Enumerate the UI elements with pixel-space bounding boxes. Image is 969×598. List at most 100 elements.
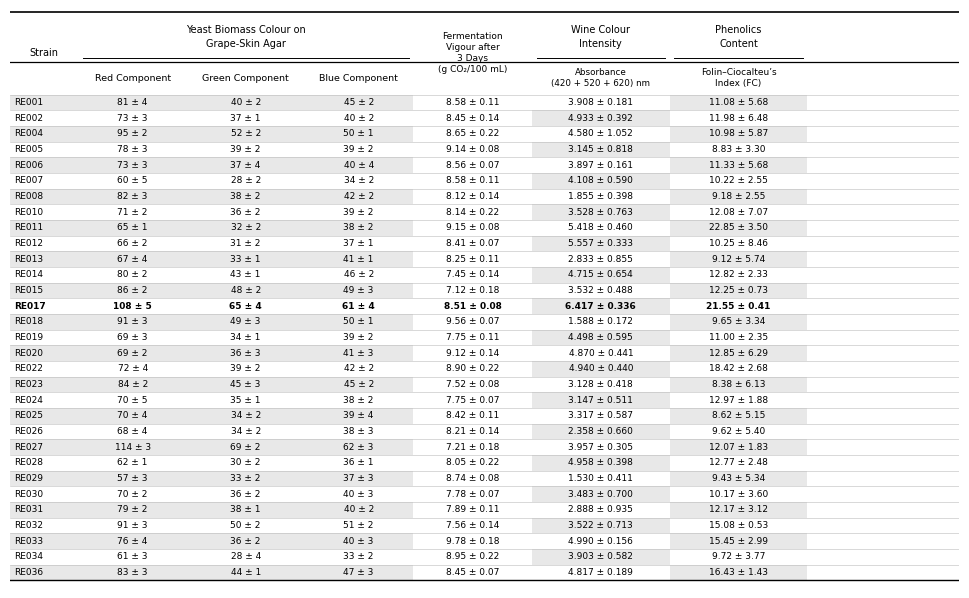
- Text: 40 ± 3: 40 ± 3: [343, 536, 374, 545]
- Text: 42 ± 2: 42 ± 2: [344, 192, 374, 201]
- Bar: [304, 486, 413, 502]
- Text: 4.940 ± 0.440: 4.940 ± 0.440: [569, 364, 633, 373]
- Bar: [670, 392, 807, 408]
- Text: 33 ± 2: 33 ± 2: [231, 474, 261, 483]
- Text: 82 ± 3: 82 ± 3: [117, 192, 148, 201]
- Text: 60 ± 5: 60 ± 5: [117, 176, 148, 185]
- Bar: [532, 142, 670, 157]
- Bar: [187, 173, 304, 188]
- Text: RE030: RE030: [15, 490, 44, 499]
- Text: 1.855 ± 0.398: 1.855 ± 0.398: [569, 192, 634, 201]
- Bar: [304, 518, 413, 533]
- Bar: [187, 533, 304, 549]
- Bar: [78, 345, 187, 361]
- Text: RE033: RE033: [15, 536, 44, 545]
- Text: 52 ± 2: 52 ± 2: [231, 129, 261, 138]
- Bar: [10, 549, 78, 565]
- Bar: [187, 94, 304, 110]
- Bar: [78, 267, 187, 283]
- Bar: [304, 440, 413, 455]
- Text: 47 ± 3: 47 ± 3: [343, 568, 374, 577]
- Bar: [10, 142, 78, 157]
- Bar: [187, 283, 304, 298]
- Text: 50 ± 1: 50 ± 1: [343, 129, 374, 138]
- Bar: [413, 549, 532, 565]
- Bar: [413, 205, 532, 220]
- Text: 41 ± 1: 41 ± 1: [343, 255, 374, 264]
- Bar: [187, 361, 304, 377]
- Text: 11.00 ± 2.35: 11.00 ± 2.35: [709, 333, 768, 342]
- Text: Folin–Ciocalteu’s
Index (FC): Folin–Ciocalteu’s Index (FC): [701, 68, 776, 89]
- Bar: [670, 455, 807, 471]
- Text: 42 ± 2: 42 ± 2: [344, 364, 374, 373]
- Bar: [187, 502, 304, 518]
- Bar: [304, 12, 413, 62]
- Bar: [187, 314, 304, 329]
- Text: 39 ± 4: 39 ± 4: [343, 411, 374, 420]
- Text: 8.42 ± 0.11: 8.42 ± 0.11: [446, 411, 499, 420]
- Text: 8.12 ± 0.14: 8.12 ± 0.14: [446, 192, 499, 201]
- Text: 2.358 ± 0.660: 2.358 ± 0.660: [569, 427, 634, 436]
- Bar: [78, 486, 187, 502]
- Text: 9.78 ± 0.18: 9.78 ± 0.18: [446, 536, 499, 545]
- Bar: [187, 423, 304, 440]
- Bar: [532, 392, 670, 408]
- Bar: [187, 236, 304, 251]
- Text: RE013: RE013: [15, 255, 44, 264]
- Bar: [78, 283, 187, 298]
- Text: 32 ± 2: 32 ± 2: [231, 223, 261, 232]
- Bar: [78, 408, 187, 423]
- Text: 8.51 ± 0.08: 8.51 ± 0.08: [444, 301, 502, 310]
- Bar: [413, 126, 532, 142]
- Text: 57 ± 3: 57 ± 3: [117, 474, 148, 483]
- Text: 38 ± 3: 38 ± 3: [343, 427, 374, 436]
- Text: 51 ± 2: 51 ± 2: [343, 521, 374, 530]
- Text: Strain: Strain: [29, 48, 58, 58]
- Text: 7.78 ± 0.07: 7.78 ± 0.07: [446, 490, 499, 499]
- Bar: [304, 236, 413, 251]
- Bar: [670, 188, 807, 205]
- Text: 44 ± 1: 44 ± 1: [231, 568, 261, 577]
- Bar: [304, 142, 413, 157]
- Bar: [532, 220, 670, 236]
- Bar: [413, 455, 532, 471]
- Text: 36 ± 3: 36 ± 3: [231, 349, 261, 358]
- Text: 12.97 ± 1.88: 12.97 ± 1.88: [709, 396, 768, 405]
- Bar: [670, 94, 807, 110]
- Bar: [670, 314, 807, 329]
- Bar: [304, 94, 413, 110]
- Bar: [413, 408, 532, 423]
- Text: 8.14 ± 0.22: 8.14 ± 0.22: [446, 208, 499, 216]
- Bar: [10, 267, 78, 283]
- Bar: [670, 62, 807, 94]
- Bar: [670, 110, 807, 126]
- Text: 28 ± 2: 28 ± 2: [231, 176, 261, 185]
- Bar: [78, 173, 187, 188]
- Text: RE031: RE031: [15, 505, 44, 514]
- Bar: [413, 423, 532, 440]
- Bar: [413, 251, 532, 267]
- Text: RE008: RE008: [15, 192, 44, 201]
- Text: 37 ± 1: 37 ± 1: [343, 239, 374, 248]
- Bar: [78, 440, 187, 455]
- Bar: [532, 502, 670, 518]
- Bar: [532, 455, 670, 471]
- Text: 61 ± 4: 61 ± 4: [342, 301, 375, 310]
- Bar: [670, 518, 807, 533]
- Bar: [187, 188, 304, 205]
- Text: 8.45 ± 0.07: 8.45 ± 0.07: [446, 568, 499, 577]
- Text: 40 ± 3: 40 ± 3: [343, 490, 374, 499]
- Bar: [304, 392, 413, 408]
- Bar: [670, 549, 807, 565]
- Text: 72 ± 4: 72 ± 4: [117, 364, 148, 373]
- Text: 62 ± 1: 62 ± 1: [117, 458, 148, 467]
- Bar: [78, 142, 187, 157]
- Text: 16.43 ± 1.43: 16.43 ± 1.43: [709, 568, 768, 577]
- Bar: [187, 392, 304, 408]
- Text: 3.522 ± 0.713: 3.522 ± 0.713: [569, 521, 633, 530]
- Text: 84 ± 2: 84 ± 2: [117, 380, 148, 389]
- Bar: [670, 329, 807, 345]
- Text: 43 ± 1: 43 ± 1: [231, 270, 261, 279]
- Bar: [187, 471, 304, 486]
- Bar: [532, 314, 670, 329]
